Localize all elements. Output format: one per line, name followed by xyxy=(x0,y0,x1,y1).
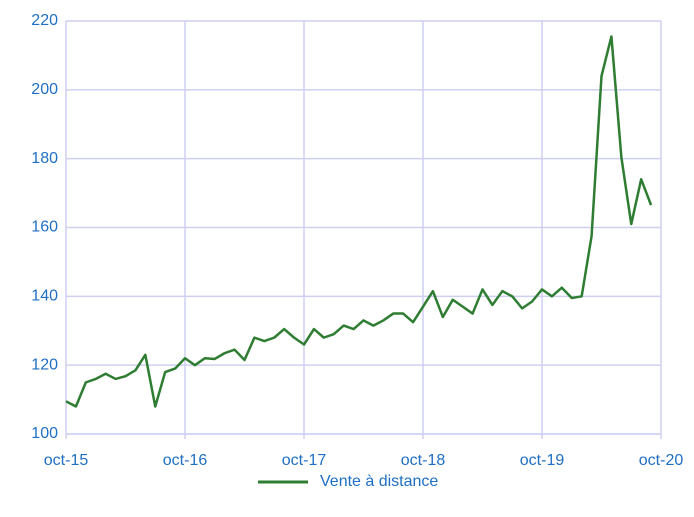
y-tick-label: 220 xyxy=(31,12,58,29)
y-tick-label: 100 xyxy=(31,425,58,442)
x-tick-label: oct-18 xyxy=(401,452,446,469)
x-tick-label: oct-15 xyxy=(44,452,89,469)
legend-label: Vente à distance xyxy=(320,473,438,490)
y-tick-label: 120 xyxy=(31,356,58,373)
x-tick-label: oct-17 xyxy=(282,452,327,469)
x-tick-label: oct-16 xyxy=(163,452,208,469)
data-line xyxy=(65,35,653,408)
x-tick-label: oct-19 xyxy=(520,452,565,469)
x-tick-label: oct-20 xyxy=(639,452,684,469)
y-tick-label: 140 xyxy=(31,288,58,305)
y-tick-label: 160 xyxy=(31,219,58,236)
y-tick-label: 180 xyxy=(31,150,58,167)
y-tick-label: 200 xyxy=(31,81,58,98)
